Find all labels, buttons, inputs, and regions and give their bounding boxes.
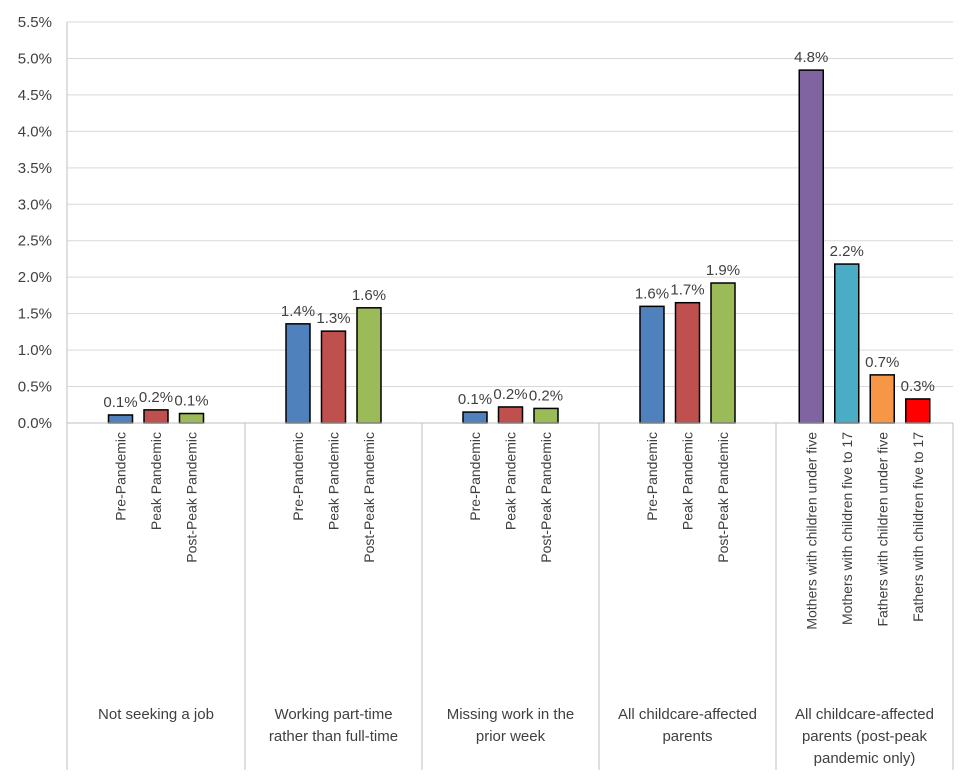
- bar-value-label: 0.7%: [865, 354, 899, 371]
- bar-category-label: Post-Peak Pandemic: [538, 432, 554, 563]
- group-label: Missing work in the: [447, 706, 575, 723]
- bar-value-label: 1.7%: [670, 282, 704, 299]
- bar-category-label: Mothers with children under five: [803, 432, 819, 630]
- y-tick-label: 1.5%: [18, 306, 52, 323]
- bar-value-label: 1.6%: [635, 285, 669, 302]
- bar-category-label: Pre-Pandemic: [467, 432, 483, 521]
- y-tick-label: 4.5%: [18, 87, 52, 104]
- bar: [869, 374, 895, 424]
- y-tick-label: 3.5%: [18, 160, 52, 177]
- y-tick-label: 2.0%: [18, 269, 52, 286]
- bar: [834, 263, 860, 424]
- group-label: prior week: [476, 728, 546, 745]
- axes: [66, 22, 954, 770]
- y-tick-label: 5.0%: [18, 50, 52, 67]
- bar-value-label: 0.2%: [493, 386, 527, 403]
- group-label: parents: [662, 728, 712, 745]
- group-label: Not seeking a job: [98, 706, 214, 723]
- bar-value-label: 1.9%: [706, 262, 740, 279]
- bar: [107, 414, 134, 424]
- bar-category-label: Post-Peak Pandemic: [715, 432, 731, 563]
- bar-category-label: Fathers with children five to 17: [910, 432, 926, 622]
- bar: [533, 407, 559, 424]
- y-tick-label: 0.0%: [18, 415, 52, 432]
- bars: [107, 69, 931, 424]
- group-label: rather than full-time: [269, 728, 398, 745]
- y-tick-label: 3.0%: [18, 196, 52, 213]
- bar-category-label: Peak Pandemic: [326, 432, 342, 530]
- data-labels: 0.1% 0.2% 0.1%1.4% 1.3%1.6%0.1% 0.2% 0.2%1.6%…: [103, 49, 934, 411]
- bar: [143, 409, 169, 424]
- bar: [178, 412, 205, 424]
- bar-value-label: 4.8%: [794, 49, 828, 66]
- bar-category-label: Peak Pandemic: [680, 432, 696, 530]
- bar-value-label: 0.2%: [529, 387, 563, 404]
- bar: [497, 406, 524, 424]
- bar: [285, 323, 311, 424]
- y-tick-label: 5.5%: [18, 14, 52, 31]
- gridlines: [67, 21, 953, 388]
- bar-category-label: Peak Pandemic: [148, 432, 164, 530]
- bar-value-label: 1.6%: [352, 287, 386, 304]
- bar-value-label: 2.2%: [830, 243, 864, 260]
- group-label: Working part-time: [274, 706, 392, 723]
- bar-category-label: Post-Peak Pandemic: [184, 432, 200, 563]
- bar: [905, 398, 931, 424]
- bar: [798, 69, 824, 424]
- bar: [674, 301, 701, 424]
- bar: [710, 282, 736, 424]
- bar-category-label: Pre-Pandemic: [113, 432, 129, 521]
- bar: [356, 307, 382, 424]
- bar-category-labels: Pre-Pandemic Peak Pandemic Post-Peak Pande…: [113, 432, 926, 630]
- y-tick-label: 2.5%: [18, 233, 52, 250]
- y-tick-label: 0.5%: [18, 379, 52, 396]
- bar: [320, 330, 347, 424]
- bar-value-label: 1.4%: [281, 303, 315, 320]
- bar-value-label: 0.2%: [139, 389, 173, 406]
- bar: [462, 411, 488, 424]
- y-tick-label: 1.0%: [18, 342, 52, 359]
- y-axis-tick-labels: 0.0% 0.5% 1.0% 1.5% 2.0% 2.5% 3.0% 3.5% 4.0% 4.5%…: [18, 14, 52, 432]
- bar-category-label: Mothers with children five to 17: [839, 432, 855, 625]
- bar-value-label: 0.1%: [103, 394, 137, 411]
- bar-value-label: 0.1%: [458, 391, 492, 408]
- group-label: parents (post-peak: [802, 728, 928, 745]
- group-label: All childcare-affected: [618, 706, 757, 723]
- bar-category-label: Pre-Pandemic: [644, 432, 660, 521]
- bar-category-label: Pre-Pandemic: [290, 432, 306, 521]
- bar-category-label: Peak Pandemic: [503, 432, 519, 530]
- group-label: All childcare-affected: [795, 706, 934, 723]
- y-tick-label: 4.0%: [18, 123, 52, 140]
- bar-value-label: 0.1%: [174, 393, 208, 410]
- bar-category-label: Post-Peak Pandemic: [361, 432, 377, 563]
- group-label: pandemic only): [814, 750, 916, 767]
- group-labels: Not seeking a job Working part-time rather…: [98, 706, 934, 767]
- bar: [639, 305, 665, 424]
- bar-category-label: Fathers with children under five: [874, 432, 890, 627]
- bar-value-label: 1.3%: [316, 310, 350, 327]
- bar-value-label: 0.3%: [901, 378, 935, 395]
